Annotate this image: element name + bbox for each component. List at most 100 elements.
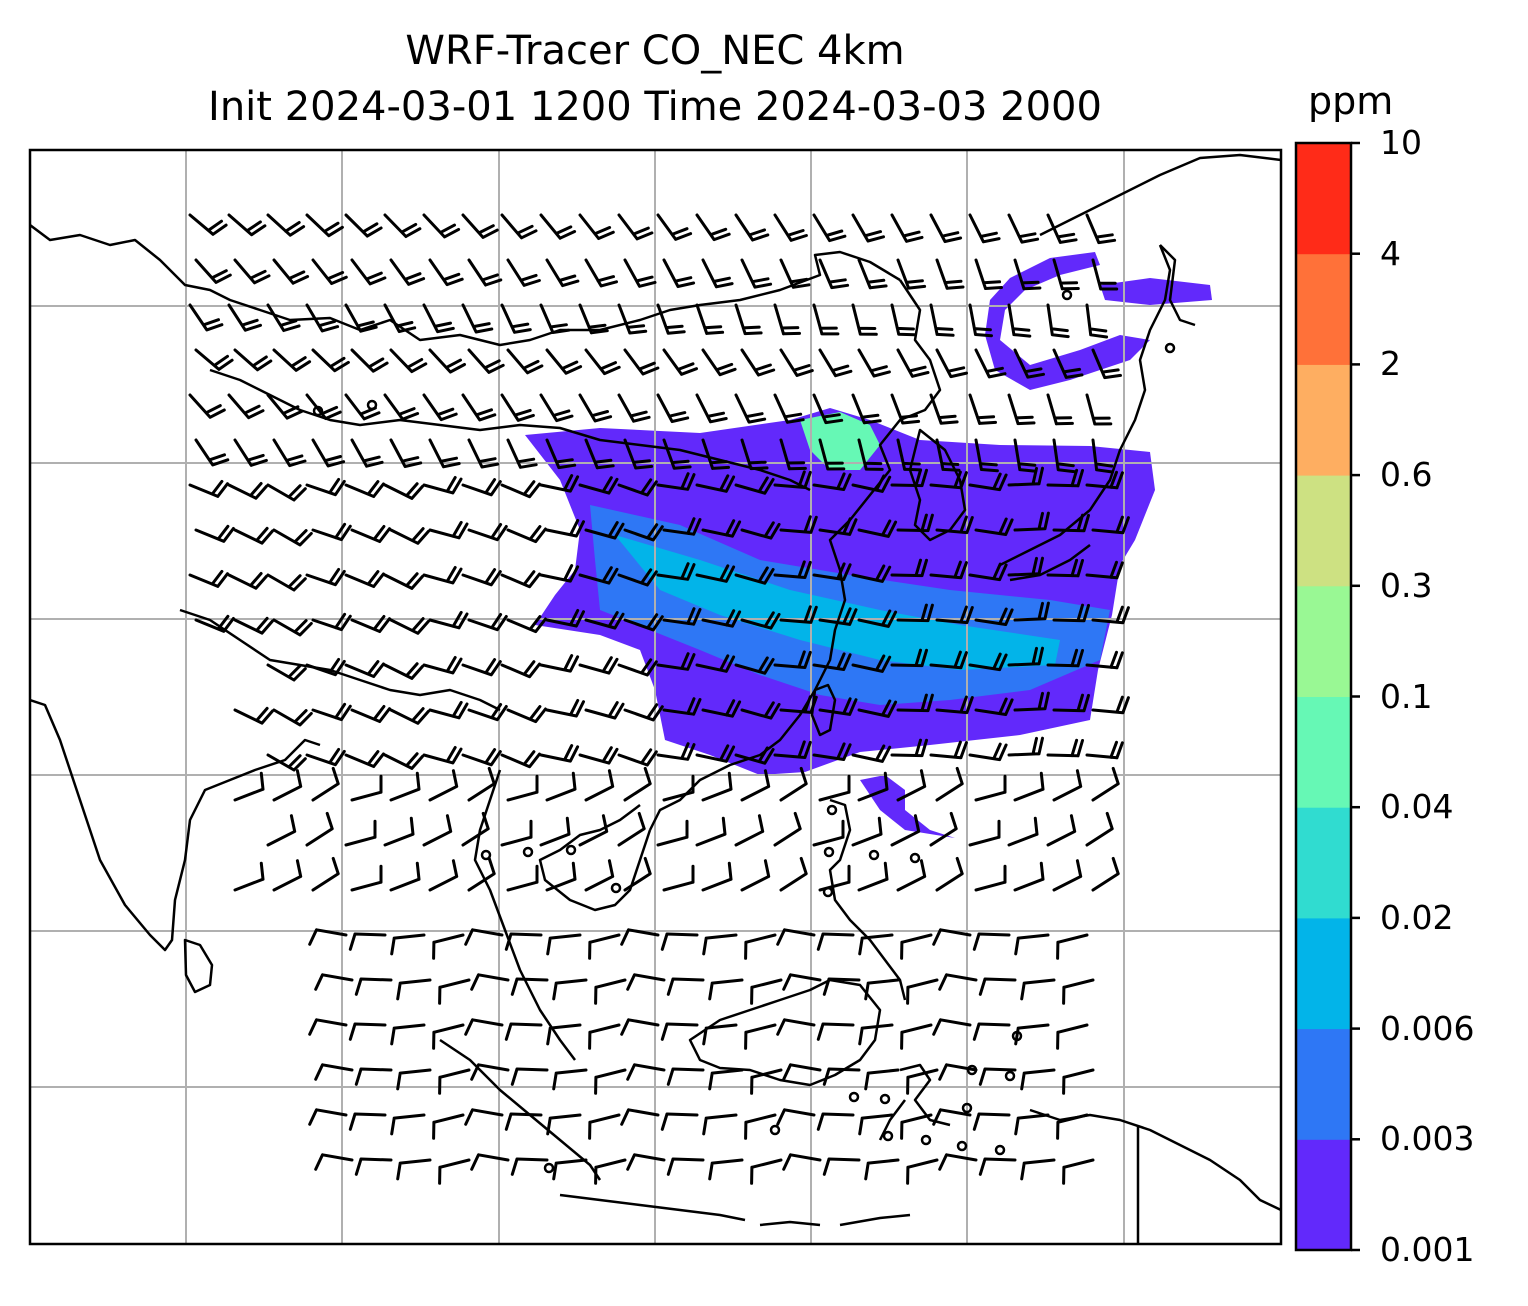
- wind-barb: [389, 771, 421, 802]
- wind-barb: [344, 819, 377, 847]
- wind-barb: [708, 978, 744, 1001]
- wind-barb: [656, 472, 696, 491]
- wind-barb: [851, 564, 892, 583]
- wind-barb: [666, 1157, 705, 1176]
- wind-barb: [740, 769, 771, 802]
- wind-barb: [662, 697, 702, 716]
- wind-barb: [314, 1153, 354, 1171]
- new-guinea: [1029, 1108, 1281, 1212]
- wind-barb: [701, 258, 734, 289]
- wind-barb: [233, 706, 274, 725]
- wind-barb: [1046, 738, 1084, 758]
- wind-barb: [383, 482, 424, 500]
- wind-barb: [467, 523, 508, 542]
- wind-barb: [851, 303, 878, 336]
- wind-barb: [1091, 438, 1114, 474]
- calm-wind-markers: [312, 289, 1176, 1174]
- wind-barb: [305, 477, 346, 497]
- wind-barb: [978, 1067, 1017, 1086]
- wind-barb: [890, 303, 917, 337]
- wind-barb: [617, 393, 651, 423]
- wind-barb: [968, 303, 993, 338]
- wind-barb: [504, 1112, 543, 1131]
- wind-barb: [428, 438, 461, 469]
- wind-barb: [695, 564, 736, 583]
- wind-barb: [552, 978, 588, 1001]
- wind-barb: [623, 258, 657, 288]
- wind-barb: [233, 861, 265, 892]
- wind-barb: [662, 258, 696, 288]
- wind-barb: [1085, 650, 1124, 670]
- wind-barb: [461, 658, 502, 677]
- japan-islands: [999, 244, 1172, 582]
- wind-barb: [227, 393, 265, 420]
- wind-barb: [818, 864, 851, 892]
- wind-barb: [935, 438, 961, 472]
- wind-barb: [695, 393, 728, 424]
- wind-barb: [1052, 693, 1090, 713]
- wind-barb: [750, 1068, 783, 1095]
- wind-barb: [662, 607, 702, 626]
- wind-barb: [1085, 393, 1113, 426]
- wind-barb: [578, 566, 619, 585]
- wind-barb: [588, 1023, 621, 1050]
- wind-barb: [188, 569, 229, 588]
- colorbar-segment: [1296, 475, 1351, 587]
- wind-barb: [734, 393, 767, 424]
- wind-barb: [422, 746, 463, 765]
- tibet-himalaya-border: [179, 608, 501, 712]
- wind-barb: [1013, 601, 1050, 622]
- wind-barb: [1062, 1158, 1095, 1185]
- java: [559, 1193, 746, 1222]
- wind-barb: [617, 213, 654, 241]
- wind-barb: [227, 303, 262, 332]
- wind-barb: [851, 816, 883, 847]
- wind-barb: [227, 482, 268, 500]
- wind-barb: [974, 774, 1007, 802]
- wind-barb: [779, 766, 808, 802]
- wind-barb: [305, 747, 346, 767]
- wind-barb: [354, 1067, 393, 1086]
- wind-barb: [620, 928, 660, 946]
- wind-barb: [1007, 213, 1040, 244]
- wind-barb: [194, 614, 235, 633]
- wind-barb: [578, 213, 615, 240]
- lesser-sunda: [759, 1213, 911, 1227]
- wind-barb: [656, 393, 690, 423]
- wind-barb: [858, 1113, 894, 1136]
- wind-barb: [857, 861, 889, 892]
- wind-barb: [467, 703, 508, 722]
- wind-barb: [428, 859, 459, 892]
- plume-northeast-arc: [985, 252, 1150, 390]
- wind-barb: [974, 607, 1014, 626]
- wind-barb: [623, 438, 654, 470]
- wind-barb: [467, 348, 505, 374]
- wind-barb: [890, 468, 928, 488]
- wind-barb: [776, 928, 816, 946]
- wind-barb: [734, 213, 770, 242]
- wind-barb: [588, 1113, 621, 1140]
- wind-barb: [662, 348, 698, 376]
- wind-barb: [779, 695, 818, 714]
- wind-barb: [773, 560, 812, 579]
- wind-barb: [389, 527, 430, 545]
- wind-barb: [594, 978, 627, 1005]
- wind-barb: [510, 1067, 549, 1086]
- wind-barb: [974, 438, 999, 473]
- wind-barb: [584, 769, 615, 802]
- wind-barb: [272, 708, 313, 727]
- wind-barb: [744, 1113, 777, 1140]
- wind-barb: [428, 520, 469, 540]
- wind-barb: [1020, 1068, 1056, 1091]
- wind-barb: [308, 928, 348, 946]
- colorbar-segment: [1296, 807, 1351, 919]
- wind-barb: [620, 1108, 660, 1126]
- wind-barb: [389, 258, 426, 286]
- wind-barb: [390, 1113, 426, 1136]
- wind-barb: [701, 348, 737, 377]
- wind-barb: [1007, 816, 1039, 847]
- wind-barb: [539, 213, 577, 240]
- wind-barb: [617, 303, 648, 335]
- wind-barb: [662, 517, 702, 536]
- malay-peninsula: [473, 769, 576, 1061]
